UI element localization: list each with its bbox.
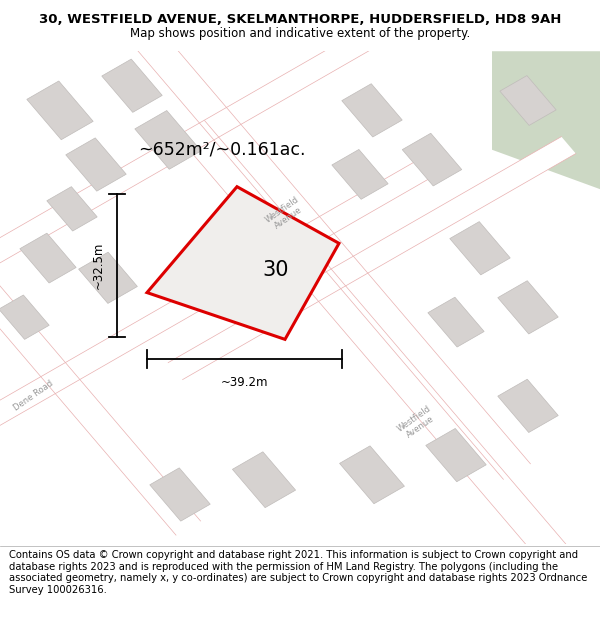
Polygon shape	[22, 0, 530, 479]
Polygon shape	[205, 228, 287, 298]
Text: Contains OS data © Crown copyright and database right 2021. This information is : Contains OS data © Crown copyright and d…	[9, 550, 587, 595]
Polygon shape	[402, 133, 462, 186]
Text: ~39.2m: ~39.2m	[221, 376, 268, 389]
Polygon shape	[428, 298, 484, 347]
Polygon shape	[147, 187, 339, 339]
Polygon shape	[102, 59, 162, 112]
Polygon shape	[0, 295, 49, 339]
Polygon shape	[342, 84, 402, 137]
Polygon shape	[426, 429, 486, 482]
Polygon shape	[0, 0, 494, 318]
Polygon shape	[450, 222, 510, 275]
Text: 30: 30	[263, 261, 289, 281]
Polygon shape	[0, 178, 200, 535]
Text: Map shows position and indicative extent of the property.: Map shows position and indicative extent…	[130, 27, 470, 40]
Polygon shape	[168, 137, 576, 379]
Polygon shape	[492, 51, 600, 189]
Text: 30, WESTFIELD AVENUE, SKELMANTHORPE, HUDDERSFIELD, HD8 9AH: 30, WESTFIELD AVENUE, SKELMANTHORPE, HUD…	[39, 12, 561, 26]
Polygon shape	[20, 233, 76, 283]
Polygon shape	[0, 159, 434, 515]
Polygon shape	[498, 281, 558, 334]
Polygon shape	[27, 81, 93, 140]
Text: Dene Road: Dene Road	[11, 379, 55, 413]
Text: Westfield
Avenue: Westfield Avenue	[395, 404, 439, 442]
Polygon shape	[340, 446, 404, 504]
Polygon shape	[498, 379, 558, 432]
Text: Westfield
Avenue: Westfield Avenue	[263, 194, 307, 233]
Polygon shape	[79, 252, 137, 303]
Polygon shape	[150, 468, 210, 521]
Polygon shape	[66, 138, 126, 191]
Polygon shape	[332, 149, 388, 199]
Text: ~652m²/~0.161ac.: ~652m²/~0.161ac.	[138, 141, 306, 159]
Polygon shape	[500, 76, 556, 126]
Polygon shape	[178, 121, 600, 625]
Polygon shape	[47, 187, 97, 231]
Polygon shape	[232, 452, 296, 508]
Text: ~32.5m: ~32.5m	[92, 242, 105, 289]
Polygon shape	[135, 111, 201, 169]
